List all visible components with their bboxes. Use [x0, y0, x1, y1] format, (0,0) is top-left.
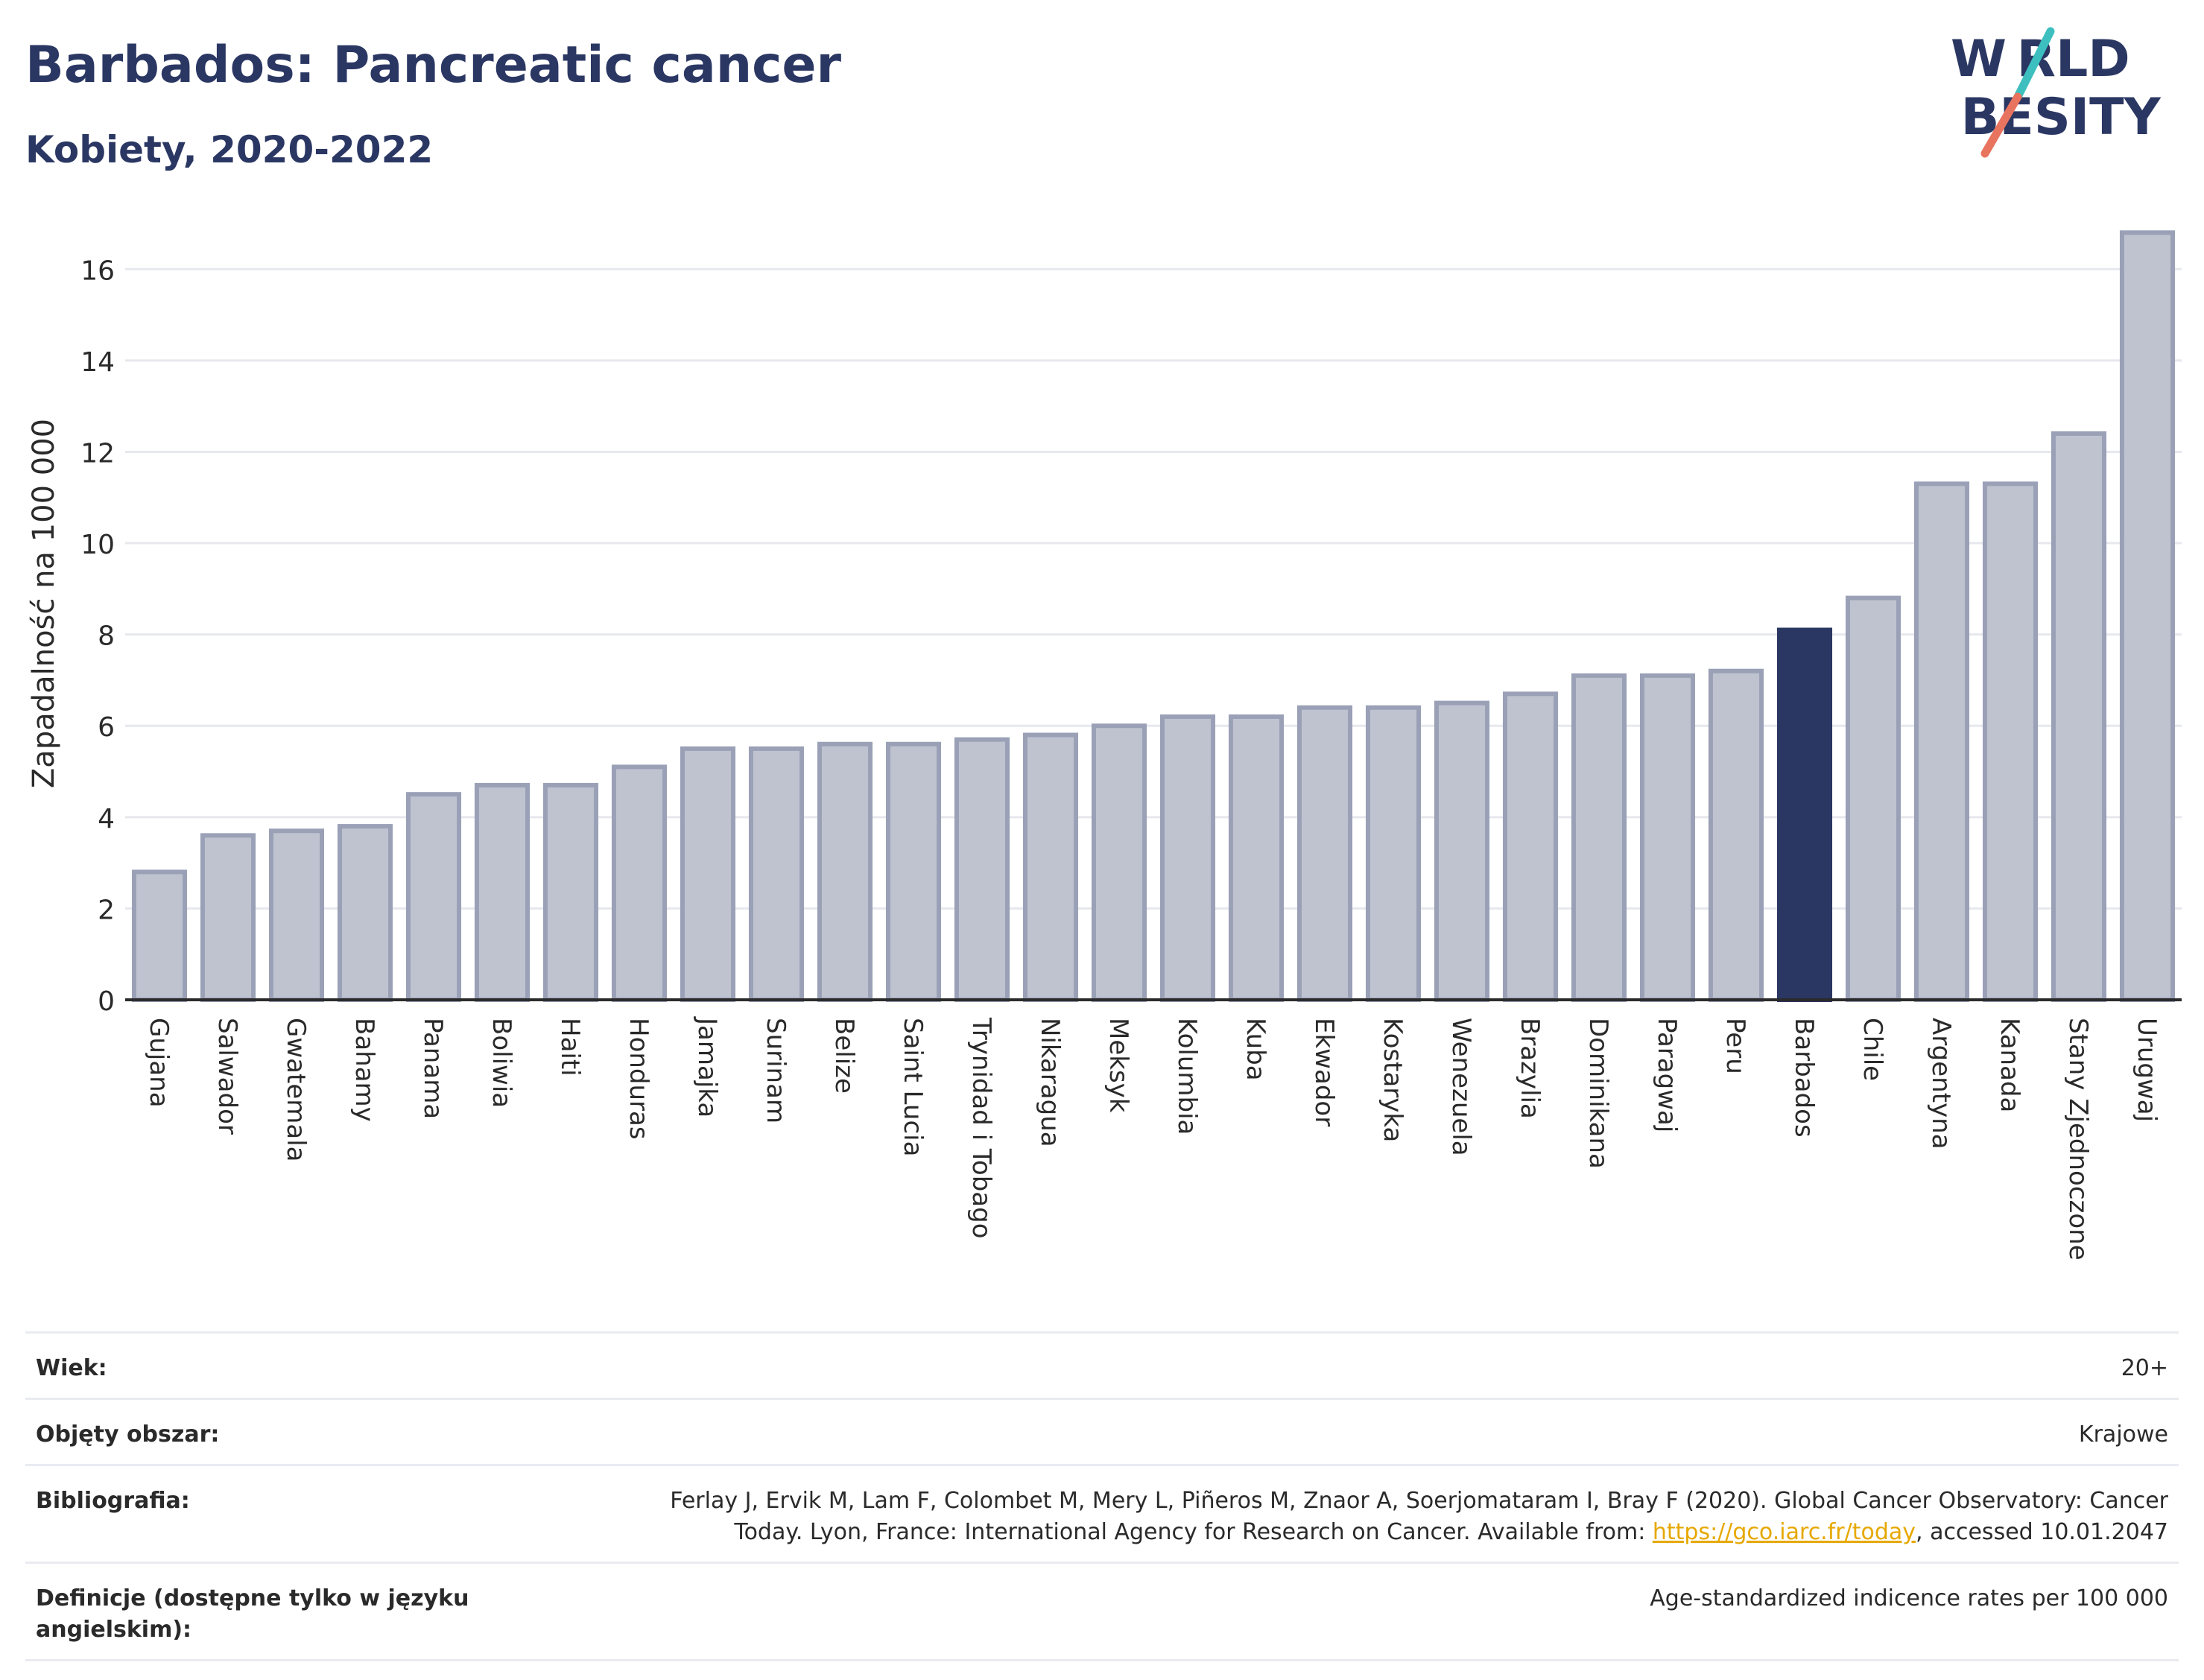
bar-kostaryka — [1365, 705, 1422, 1002]
bibliography-text-1: Ferlay J, Ervik M, Lam F, Colombet M, Me… — [670, 1488, 2168, 1514]
chart-title: Barbados: Pancreatic cancer — [25, 36, 842, 95]
bar-nikaragua — [1022, 732, 1079, 1003]
bar-brazylia — [1502, 691, 1559, 1002]
axes: 0 2 4 6 8 10 12 14 16 Gujana Salwador Gwatemala Baha… — [80, 256, 2182, 1261]
x-tick-label: Stany Zjednoczone — [2063, 1018, 2093, 1261]
x-tick-label: Belize — [829, 1018, 859, 1094]
bar-honduras — [611, 764, 668, 1003]
coverage-label: Objęty obszar: — [36, 1421, 220, 1448]
x-tick-label: Kanada — [1995, 1018, 2024, 1112]
definitions-value: Age-standardized indicence rates per 100… — [1650, 1585, 2168, 1611]
bars — [131, 230, 2176, 1003]
bar-urugwaj — [2119, 230, 2176, 1003]
bar-peru — [1708, 668, 1764, 1003]
bar-chile — [1845, 595, 1901, 1002]
bibliography-text-3: , accessed 10.01.2047 — [1916, 1519, 2168, 1545]
x-tick-label: Honduras — [624, 1018, 653, 1140]
x-tick-label: Argentyna — [1926, 1018, 1956, 1150]
gridlines — [125, 267, 2182, 910]
x-tick-label: Barbados — [1789, 1018, 1819, 1138]
bibliography-value: Ferlay J, Ervik M, Lam F, Colombet M, Me… — [670, 1486, 2168, 1548]
meta-row-coverage: Objęty obszar: Krajowe — [25, 1398, 2179, 1464]
x-tick-label: Gwatemala — [281, 1018, 311, 1161]
y-tick-label: 6 — [98, 712, 115, 743]
bar-gujana — [131, 869, 188, 1002]
x-tick-label: Bahamy — [349, 1018, 379, 1122]
x-tick-label: Meksyk — [1103, 1018, 1133, 1113]
bibliography-label: Bibliografia: — [36, 1488, 190, 1514]
bar-barbados — [1776, 627, 1833, 1002]
x-tick-label: Gujana — [144, 1018, 174, 1108]
bar-surinam — [748, 746, 805, 1002]
x-tick-label: Dominikana — [1583, 1018, 1613, 1169]
y-tick-label: 12 — [80, 438, 115, 469]
y-tick-label: 16 — [80, 256, 115, 286]
y-tick-label: 4 — [98, 804, 115, 834]
x-tick-label: Kolumbia — [1172, 1018, 1202, 1135]
x-tick-label: Trynidad i Tobago — [966, 1017, 996, 1239]
bibliography-link[interactable]: https://gco.iarc.fr/today — [1652, 1519, 1916, 1545]
bar-meksyk — [1091, 723, 1147, 1002]
bar-gwatemala — [268, 828, 325, 1003]
bar-trynidad-i-tobago — [954, 737, 1010, 1002]
age-value: 20+ — [2121, 1355, 2168, 1381]
x-tick-label: Surinam — [761, 1018, 791, 1123]
bar-stany-zjednoczone — [2051, 431, 2107, 1002]
bar-belize — [817, 741, 873, 1002]
bar-kolumbia — [1159, 714, 1216, 1002]
bar-ekwador — [1296, 705, 1353, 1002]
x-tick-label: Chile — [1858, 1018, 1887, 1081]
bar-haiti — [542, 782, 599, 1002]
y-axis-label: Zapadalność na 100 000 — [27, 419, 61, 788]
x-tick-label: Paragwaj — [1652, 1018, 1682, 1132]
bar-bahamy — [337, 824, 393, 1003]
coverage-value: Krajowe — [2078, 1421, 2168, 1448]
world-obesity-logo: W RLD BESITY — [1951, 27, 2162, 158]
meta-row-bibliography: Bibliografia: Ferlay J, Ervik M, Lam F, … — [25, 1464, 2179, 1562]
y-tick-label: 2 — [98, 895, 115, 925]
x-tick-label: Peru — [1720, 1018, 1750, 1074]
y-tick-label: 10 — [80, 530, 115, 560]
bar-jamajka — [680, 746, 736, 1002]
x-tick-label: Panama — [418, 1018, 448, 1119]
x-tick-label: Urugwaj — [2132, 1018, 2162, 1122]
x-tick-label: Saint Lucia — [898, 1018, 928, 1156]
bar-salwador — [200, 833, 256, 1003]
bar-paragwaj — [1639, 673, 1696, 1002]
chart-subtitle: Kobiety, 2020-2022 — [25, 128, 434, 171]
x-tick-label: Kuba — [1241, 1018, 1270, 1081]
definitions-label: Definicje (dostępne tylko w języku angie… — [36, 1585, 469, 1643]
bar-chart: 0 2 4 6 8 10 12 14 16 Gujana Salwador Gwatemala Baha… — [27, 230, 2182, 1261]
bar-boliwia — [474, 782, 531, 1002]
bar-panama — [405, 792, 462, 1003]
bar-wenezuela — [1434, 700, 1490, 1003]
x-tick-label: Boliwia — [487, 1018, 516, 1108]
bibliography-text-2: Today. Lyon, France: International Agenc… — [734, 1519, 1653, 1545]
x-tick-label: Brazylia — [1515, 1018, 1545, 1119]
age-label: Wiek: — [36, 1355, 107, 1381]
meta-row-age: Wiek: 20+ — [25, 1331, 2179, 1398]
x-tick-label: Nikaragua — [1035, 1018, 1065, 1147]
bar-kuba — [1228, 714, 1285, 1002]
metadata-table: Wiek: 20+ Objęty obszar: Krajowe Bibliog… — [25, 1331, 2179, 1661]
bar-kanada — [1982, 481, 2039, 1002]
x-tick-label: Ekwador — [1309, 1018, 1339, 1126]
y-tick-label: 14 — [80, 347, 115, 378]
y-tick-label: 8 — [98, 621, 115, 652]
x-tick-label: Wenezuela — [1446, 1018, 1476, 1156]
y-tick-label: 0 — [98, 986, 115, 1017]
x-tick-label: Salwador — [212, 1018, 242, 1135]
bar-argentyna — [1913, 481, 1970, 1002]
x-tick-label: Kostaryka — [1378, 1018, 1407, 1142]
svg-text:BESITY: BESITY — [1951, 88, 2162, 147]
x-tick-label: Haiti — [555, 1018, 585, 1077]
bar-saint-lucia — [885, 741, 942, 1002]
meta-row-definitions: Definicje (dostępne tylko w języku angie… — [25, 1562, 2179, 1661]
x-tick-label: Jamajka — [692, 1016, 722, 1118]
bar-dominikana — [1571, 673, 1627, 1002]
